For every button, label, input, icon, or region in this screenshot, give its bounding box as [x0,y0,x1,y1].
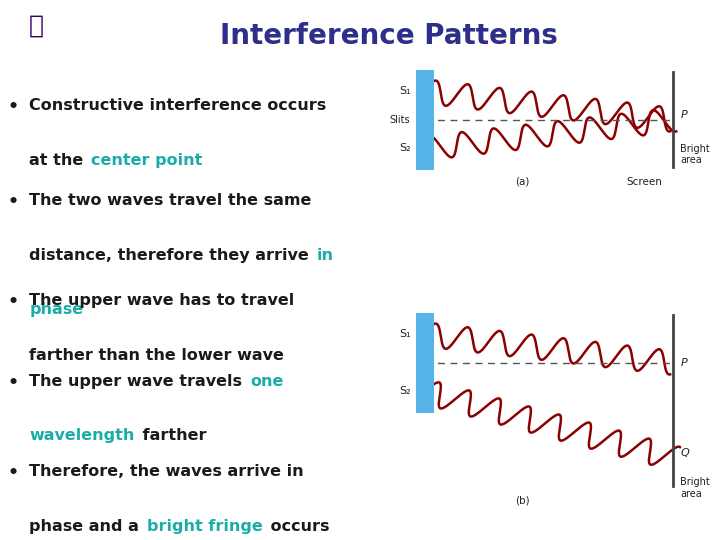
Text: phase: phase [30,302,84,318]
Text: occurs: occurs [265,518,329,534]
Text: farther: farther [137,428,206,443]
Text: Q: Q [680,448,689,458]
Text: (a): (a) [515,177,529,187]
Text: The two waves travel the same: The two waves travel the same [30,193,312,208]
Text: S₁: S₁ [399,329,410,339]
Text: P: P [680,358,687,368]
Text: farther than the lower wave: farther than the lower wave [30,348,284,362]
Text: Bright
area: Bright area [680,477,710,498]
Text: Screen: Screen [626,177,662,187]
Text: S₁: S₁ [399,86,410,96]
Text: Therefore, the waves arrive in: Therefore, the waves arrive in [30,464,304,479]
Text: one: one [250,374,284,389]
Bar [416,70,433,170]
Text: •: • [8,98,19,116]
Text: phase and a: phase and a [30,518,145,534]
Text: The upper wave travels: The upper wave travels [30,374,248,389]
Text: Constructive interference occurs: Constructive interference occurs [30,98,327,113]
Text: S₂: S₂ [399,387,410,396]
Text: Bright
area: Bright area [680,144,710,165]
Text: •: • [8,293,19,311]
Text: S₂: S₂ [399,144,410,153]
Text: at the: at the [30,153,89,168]
Text: Slits: Slits [390,115,410,125]
Text: distance, therefore they arrive: distance, therefore they arrive [30,248,315,263]
Text: •: • [8,374,19,391]
Text: (b): (b) [515,496,529,506]
Bar [416,313,433,413]
Text: P: P [680,110,687,120]
Text: Interference Patterns: Interference Patterns [220,22,558,50]
Text: bright fringe: bright fringe [147,518,263,534]
Text: wavelength: wavelength [30,428,135,443]
Text: 🦎: 🦎 [29,14,43,37]
Text: center point: center point [91,153,202,168]
Text: •: • [8,193,19,211]
Text: The upper wave has to travel: The upper wave has to travel [30,293,294,308]
Text: •: • [8,464,19,482]
Text: in: in [317,248,334,263]
